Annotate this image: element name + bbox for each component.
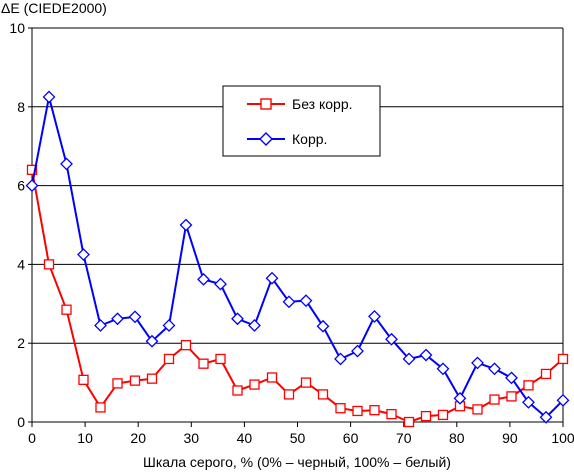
data-point [402,352,416,366]
data-point [60,157,73,171]
data-point [231,312,244,326]
data-point [283,389,295,400]
data-point [198,358,209,369]
data-point [42,90,56,104]
data-point [214,277,227,291]
data-point [369,405,380,416]
x-tick-label: 50 [290,430,306,446]
legend-label-bez-korr: Без корр. [292,96,353,112]
data-point [163,353,175,365]
data-point [248,319,261,332]
y-tick-label: 0 [17,414,25,430]
x-tick-label: 30 [184,430,200,446]
data-point [25,179,39,193]
data-point [472,404,483,415]
data-point [146,373,158,384]
data-point [316,319,330,333]
y-tick-label: 4 [17,256,25,272]
data-point [351,344,364,358]
x-axis-label: Шкала серого, % (0% – черный, 100% – бел… [143,454,451,470]
series-layer [25,90,570,428]
legend-label-korr: Корр. [292,131,327,147]
data-point [94,319,107,332]
data-point [129,375,141,386]
x-tick-label: 70 [396,430,412,446]
legend-box [222,85,381,157]
data-point [419,348,433,362]
data-point [506,391,517,402]
data-point [453,391,467,405]
x-tick-label: 40 [237,430,253,446]
legend-marker-bez-korr [260,98,272,110]
data-point [539,410,553,424]
data-point [111,312,124,326]
data-point [334,352,347,366]
data-point [180,340,192,351]
data-point [556,393,570,407]
data-point [61,304,72,315]
data-point [112,378,123,389]
data-point [436,362,450,376]
data-point [385,332,398,346]
data-point [215,353,226,365]
data-point [43,259,55,270]
data-point [557,353,569,365]
data-point [77,248,90,261]
y-tick-label: 10 [9,20,25,36]
data-point [403,416,415,428]
data-point [300,377,312,388]
data-point [420,410,432,422]
data-point [128,310,142,324]
data-point [179,218,193,232]
y-tick-label: 2 [17,335,25,351]
data-point [95,402,106,413]
y-tick-label: 8 [17,99,25,115]
data-point [335,403,346,414]
x-tick-label: 60 [343,430,359,446]
y-tick-label: 6 [17,178,25,194]
data-point [282,295,296,309]
x-tick-label: 80 [449,430,465,446]
series-korr [25,90,570,424]
data-point [249,379,260,390]
x-tick-label: 20 [130,430,146,446]
data-point [368,309,381,323]
data-point [489,394,500,405]
data-point [266,372,278,383]
series-bez-korr [26,164,569,428]
data-point [505,371,518,385]
data-point [523,380,534,391]
data-point [265,271,279,285]
legend-marker-korr [259,132,273,146]
data-point [386,408,397,420]
x-tick-label: 90 [502,430,518,446]
x-tick-label: 0 [28,430,36,446]
legend: Без корр. Корр. [222,85,381,157]
data-point [437,409,449,421]
data-point [522,395,535,409]
data-point [488,362,501,376]
data-point [26,164,38,175]
data-point [232,385,243,396]
data-point [299,294,313,308]
data-point [197,272,210,286]
x-tick-label: 100 [551,430,574,446]
chart-title: ΔE (CIEDE2000) [1,0,107,16]
data-point [471,356,484,370]
data-point [317,389,329,400]
data-point [78,374,89,385]
x-tick-label: 10 [77,430,93,446]
data-point [352,405,363,417]
data-point [162,319,176,332]
data-point [145,334,159,348]
data-point [540,368,552,380]
